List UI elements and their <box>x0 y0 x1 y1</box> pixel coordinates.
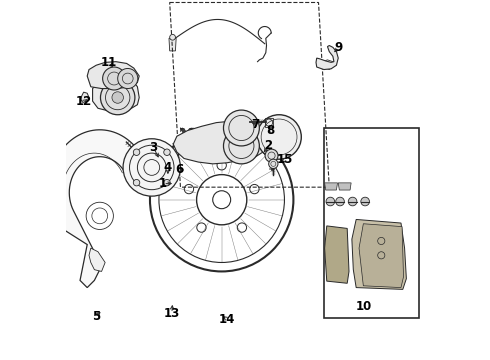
Text: 15: 15 <box>277 153 294 166</box>
Polygon shape <box>87 62 139 89</box>
Circle shape <box>164 149 170 156</box>
Text: 1: 1 <box>159 177 167 190</box>
Text: 6: 6 <box>175 163 183 176</box>
Bar <box>324 128 419 318</box>
Polygon shape <box>338 183 351 190</box>
Polygon shape <box>169 39 176 51</box>
Polygon shape <box>173 121 267 164</box>
Text: 14: 14 <box>219 312 235 326</box>
Circle shape <box>133 149 140 156</box>
Circle shape <box>265 149 278 162</box>
Circle shape <box>164 179 170 186</box>
Circle shape <box>170 35 175 40</box>
Circle shape <box>100 80 135 115</box>
Circle shape <box>348 197 357 206</box>
Polygon shape <box>89 248 105 271</box>
Text: 4: 4 <box>164 161 172 174</box>
Text: 5: 5 <box>92 310 100 323</box>
Text: 9: 9 <box>335 41 343 54</box>
Circle shape <box>326 197 335 206</box>
Text: 12: 12 <box>75 95 92 108</box>
Text: 3: 3 <box>149 141 158 154</box>
Polygon shape <box>324 226 349 283</box>
Text: 10: 10 <box>355 300 371 313</box>
Polygon shape <box>359 224 403 288</box>
Circle shape <box>223 110 259 146</box>
Circle shape <box>133 179 140 186</box>
Circle shape <box>269 159 278 168</box>
Polygon shape <box>352 220 406 289</box>
Circle shape <box>112 92 123 103</box>
Bar <box>265 118 273 127</box>
Polygon shape <box>48 130 148 288</box>
Polygon shape <box>81 92 89 103</box>
Circle shape <box>102 67 125 90</box>
Circle shape <box>223 128 259 164</box>
Circle shape <box>361 197 369 206</box>
Text: 11: 11 <box>100 56 117 69</box>
Polygon shape <box>93 76 139 112</box>
Circle shape <box>257 115 301 159</box>
Text: 7: 7 <box>252 118 260 131</box>
Text: 2: 2 <box>264 139 272 152</box>
Text: 8: 8 <box>267 124 275 137</box>
Circle shape <box>336 197 344 206</box>
Circle shape <box>123 139 180 196</box>
Polygon shape <box>316 45 338 69</box>
Text: 13: 13 <box>164 307 180 320</box>
Circle shape <box>118 68 138 89</box>
Polygon shape <box>324 183 338 190</box>
